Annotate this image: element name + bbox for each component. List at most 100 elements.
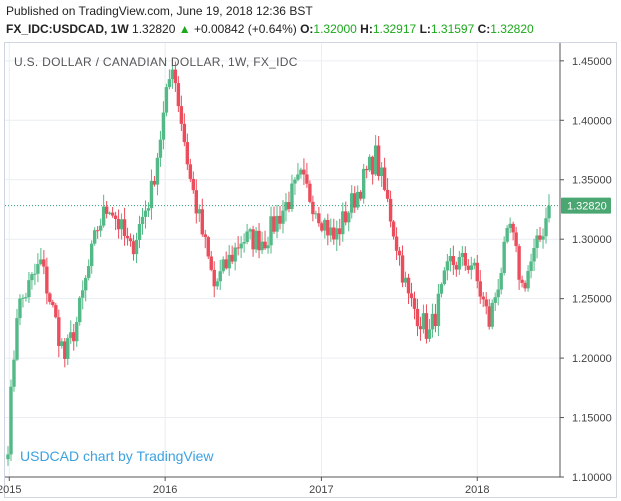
candle-body xyxy=(329,227,333,236)
candle-body xyxy=(12,359,16,387)
y-tick-label: 1.10000 xyxy=(572,472,612,484)
candle-body xyxy=(66,338,70,359)
candle-body xyxy=(332,227,336,240)
candle-body xyxy=(72,332,76,342)
candle-body xyxy=(484,299,488,307)
y-tick-label: 1.40000 xyxy=(572,115,612,127)
candle-body xyxy=(21,297,25,299)
candle-body xyxy=(499,272,503,290)
candle-body xyxy=(469,265,473,270)
candle-body xyxy=(317,213,321,224)
candle-body xyxy=(538,235,542,240)
candle-body xyxy=(194,190,199,214)
candle-body xyxy=(179,106,184,124)
candle-body xyxy=(128,238,133,242)
candle-body xyxy=(475,262,479,282)
candle-body xyxy=(101,206,106,226)
candle-body xyxy=(361,168,366,199)
candle-body xyxy=(119,219,124,230)
candle-body xyxy=(9,386,13,455)
high-value: 1.32917 xyxy=(372,22,417,36)
candle-body xyxy=(520,279,524,283)
candle-body xyxy=(487,306,491,327)
candle-body xyxy=(236,247,240,249)
candle-body xyxy=(442,270,447,285)
x-tick-label: 2016 xyxy=(153,484,177,496)
candle-body xyxy=(233,247,237,262)
last-price: 1.32820 xyxy=(132,22,176,36)
candle-body xyxy=(529,261,533,271)
candle-body xyxy=(385,189,390,199)
candlestick-series xyxy=(6,58,551,466)
candle-body xyxy=(382,167,387,190)
symbol-info-bar: FX_IDC:USDCAD, 1W 1.32820 ▲ +0.00842 (+0… xyxy=(6,22,534,36)
candle-body xyxy=(311,201,315,215)
candle-body xyxy=(388,198,393,222)
candle-body xyxy=(433,313,438,327)
candle-body xyxy=(478,281,482,297)
candle-body xyxy=(272,216,276,232)
candle-body xyxy=(89,243,94,267)
candle-body xyxy=(403,277,408,283)
candle-body xyxy=(323,219,327,231)
candle-body xyxy=(125,235,130,239)
y-tick-label: 1.25000 xyxy=(572,294,612,306)
candle-body xyxy=(60,341,64,346)
candle-body xyxy=(33,273,37,275)
candle-body xyxy=(239,243,243,249)
candle-body xyxy=(436,293,441,327)
candle-body xyxy=(502,241,506,273)
candle-body xyxy=(248,229,252,232)
chart-grid xyxy=(5,43,560,478)
symbol-name: FX_IDC:USDCAD, 1W xyxy=(6,22,129,36)
chart-frame xyxy=(4,42,617,498)
candle-body xyxy=(269,216,273,246)
candle-body xyxy=(158,139,163,158)
change-up-arrow-icon: ▲ xyxy=(178,22,191,36)
candle-body xyxy=(230,254,234,262)
candle-body xyxy=(517,246,521,280)
candle-body xyxy=(75,322,79,342)
candle-body xyxy=(87,266,91,278)
candle-body xyxy=(275,215,279,232)
price-change: +0.00842 (+0.64%) xyxy=(193,22,297,36)
candle-body xyxy=(212,269,216,287)
candle-body xyxy=(457,257,462,270)
candle-body xyxy=(242,242,246,244)
candle-body xyxy=(320,223,324,231)
candle-body xyxy=(51,301,55,306)
candle-body xyxy=(98,225,103,231)
y-tick-label: 1.45000 xyxy=(572,56,612,68)
candle-body xyxy=(191,178,196,191)
candle-body xyxy=(81,290,85,298)
candle-body xyxy=(122,219,127,236)
candle-body xyxy=(215,281,219,287)
candle-body xyxy=(535,235,539,248)
candle-body xyxy=(290,183,294,210)
candle-body xyxy=(284,202,288,211)
chart-axes: 1.10000 1.15000 1.20000 1.25000 1.30000 1.350… xyxy=(0,43,612,496)
candle-body xyxy=(92,230,97,244)
candle-body xyxy=(263,241,267,249)
candle-body xyxy=(427,329,432,339)
candle-body xyxy=(391,221,396,237)
candle-body xyxy=(293,179,297,184)
candle-body xyxy=(445,261,450,271)
candle-body xyxy=(197,209,201,214)
candle-body xyxy=(251,229,255,250)
candle-body xyxy=(335,228,339,240)
candle-body xyxy=(314,213,318,215)
candle-body xyxy=(526,270,530,289)
candle-body xyxy=(454,265,459,270)
x-tick-label: 2015 xyxy=(0,484,22,496)
low-value: 1.31597 xyxy=(430,22,475,36)
candle-body xyxy=(505,227,509,242)
candle-body xyxy=(245,231,249,243)
candle-body xyxy=(493,297,497,303)
candle-body xyxy=(439,284,444,294)
candle-body xyxy=(496,289,500,298)
candle-body xyxy=(302,169,306,175)
candle-body xyxy=(170,69,175,80)
last-price-label-bg xyxy=(561,197,611,214)
